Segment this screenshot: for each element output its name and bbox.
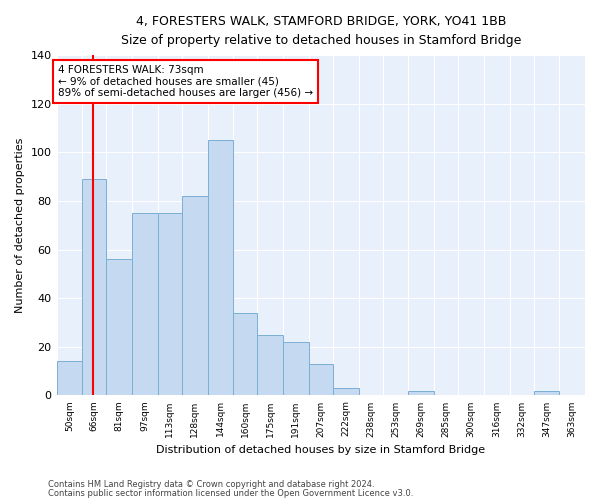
Bar bbox=[106, 260, 132, 396]
Y-axis label: Number of detached properties: Number of detached properties bbox=[15, 138, 25, 313]
Text: Contains public sector information licensed under the Open Government Licence v3: Contains public sector information licen… bbox=[48, 490, 413, 498]
Bar bbox=[233, 313, 257, 396]
Bar bbox=[309, 364, 333, 396]
Bar bbox=[158, 213, 182, 396]
Bar bbox=[132, 213, 158, 396]
Bar bbox=[208, 140, 233, 396]
Bar bbox=[533, 390, 559, 396]
Text: Contains HM Land Registry data © Crown copyright and database right 2024.: Contains HM Land Registry data © Crown c… bbox=[48, 480, 374, 489]
Text: 4 FORESTERS WALK: 73sqm
← 9% of detached houses are smaller (45)
89% of semi-det: 4 FORESTERS WALK: 73sqm ← 9% of detached… bbox=[58, 65, 313, 98]
X-axis label: Distribution of detached houses by size in Stamford Bridge: Distribution of detached houses by size … bbox=[156, 445, 485, 455]
Bar bbox=[82, 179, 106, 396]
Bar bbox=[333, 388, 359, 396]
Title: 4, FORESTERS WALK, STAMFORD BRIDGE, YORK, YO41 1BB
Size of property relative to : 4, FORESTERS WALK, STAMFORD BRIDGE, YORK… bbox=[121, 15, 521, 47]
Bar bbox=[56, 362, 82, 396]
Bar bbox=[257, 334, 283, 396]
Bar bbox=[283, 342, 309, 396]
Bar bbox=[409, 390, 434, 396]
Bar bbox=[182, 196, 208, 396]
